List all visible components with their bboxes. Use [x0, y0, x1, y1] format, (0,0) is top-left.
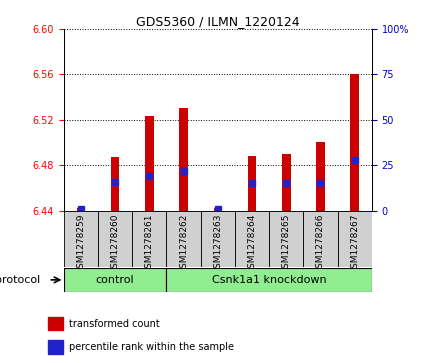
Bar: [64, 211, 98, 267]
Title: GDS5360 / ILMN_1220124: GDS5360 / ILMN_1220124: [136, 15, 300, 28]
Bar: [201, 211, 235, 267]
Text: GSM1278260: GSM1278260: [110, 213, 120, 274]
Text: GSM1278263: GSM1278263: [213, 213, 222, 274]
Bar: [303, 211, 337, 267]
Bar: [337, 211, 372, 267]
Text: GSM1278259: GSM1278259: [77, 213, 85, 274]
Bar: [235, 211, 269, 267]
Bar: [48, 317, 63, 330]
Text: GSM1278265: GSM1278265: [282, 213, 291, 274]
Bar: [48, 340, 63, 354]
Bar: [316, 142, 325, 211]
Bar: [64, 268, 166, 292]
Text: transformed count: transformed count: [69, 318, 160, 329]
Bar: [282, 154, 290, 211]
Text: GSM1278266: GSM1278266: [316, 213, 325, 274]
Bar: [350, 74, 359, 211]
Bar: [269, 211, 303, 267]
Text: protocol: protocol: [0, 275, 40, 285]
Text: control: control: [96, 275, 135, 285]
Bar: [248, 156, 256, 211]
Bar: [77, 208, 85, 211]
Bar: [213, 208, 222, 211]
Text: GSM1278267: GSM1278267: [350, 213, 359, 274]
Text: percentile rank within the sample: percentile rank within the sample: [69, 342, 234, 352]
Bar: [180, 109, 188, 211]
Text: GSM1278264: GSM1278264: [248, 213, 257, 274]
Bar: [166, 211, 201, 267]
Bar: [111, 157, 119, 211]
Text: Csnk1a1 knockdown: Csnk1a1 knockdown: [212, 275, 326, 285]
Bar: [166, 268, 372, 292]
Bar: [145, 117, 154, 211]
Bar: [132, 211, 166, 267]
Text: GSM1278262: GSM1278262: [179, 213, 188, 274]
Text: GSM1278261: GSM1278261: [145, 213, 154, 274]
Bar: [98, 211, 132, 267]
